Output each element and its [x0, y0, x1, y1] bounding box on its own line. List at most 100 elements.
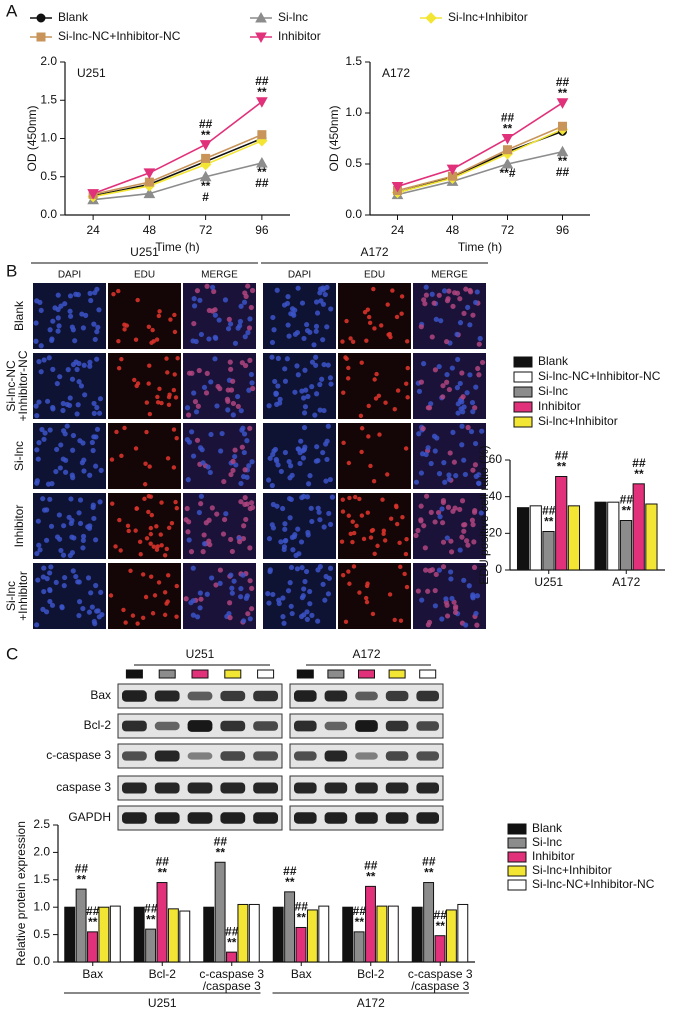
nucleus: [448, 576, 454, 582]
nucleus: [241, 618, 247, 624]
nucleus: [76, 510, 82, 516]
nucleus: [69, 376, 76, 382]
nucleus: [382, 538, 388, 543]
nucleus: [36, 359, 42, 365]
nucleus: [344, 318, 349, 324]
nucleus: [185, 412, 192, 418]
nucleus: [219, 430, 225, 437]
nucleus: [362, 309, 368, 315]
nucleus: [288, 603, 294, 609]
nucleus: [436, 567, 442, 573]
nucleus: [320, 337, 326, 343]
nucleus: [94, 608, 100, 614]
nucleus: [185, 477, 191, 483]
nucleus: [455, 356, 461, 363]
nucleus: [364, 599, 370, 605]
nucleus: [313, 323, 320, 330]
band: [187, 812, 213, 824]
nucleus: [322, 291, 328, 298]
nucleus: [87, 363, 93, 369]
nucleus: [47, 587, 53, 594]
nucleus: [370, 527, 376, 533]
nucleus: [267, 568, 273, 575]
panel-label: A: [6, 1, 18, 20]
nucleus: [399, 294, 405, 299]
bar: [87, 931, 98, 963]
nucleus: [416, 431, 422, 437]
nucleus: [274, 458, 280, 464]
nucleus: [377, 432, 382, 437]
nucleus: [241, 299, 248, 305]
nucleus: [343, 355, 348, 360]
point: [255, 11, 267, 23]
series-line: [397, 128, 563, 194]
nucleus: [444, 371, 450, 378]
nucleus: [248, 371, 255, 378]
band: [355, 812, 378, 824]
nucleus: [439, 616, 445, 622]
nucleus: [164, 356, 169, 361]
significance-mark: ##: [156, 855, 170, 869]
nucleus: [147, 411, 153, 417]
nucleus: [307, 473, 313, 479]
point: [143, 168, 156, 179]
nucleus: [425, 405, 431, 411]
nucleus: [283, 537, 289, 544]
nucleus: [98, 467, 104, 473]
nucleus: [64, 401, 70, 408]
nucleus: [191, 390, 197, 396]
nucleus: [304, 616, 310, 622]
point: [199, 170, 212, 182]
y-tick-label: 0.5: [345, 156, 362, 170]
nucleus: [159, 543, 164, 548]
nucleus: [459, 423, 465, 429]
nucleus: [385, 472, 390, 477]
cell-image: [338, 563, 411, 629]
bar: [179, 910, 191, 963]
nucleus: [148, 525, 154, 531]
bar: [353, 931, 365, 963]
band: [220, 782, 246, 794]
nucleus: [374, 371, 379, 377]
nucleus: [82, 392, 88, 398]
nucleus: [238, 499, 244, 505]
nucleus: [249, 606, 255, 612]
nucleus: [142, 496, 147, 502]
bar: [434, 935, 446, 963]
nucleus: [325, 423, 331, 429]
lane-swatch: [419, 669, 437, 679]
y-tick-label: 1.0: [345, 105, 362, 119]
nucleus: [459, 534, 465, 540]
nucleus: [74, 366, 80, 373]
nucleus: [304, 327, 311, 334]
point: [257, 130, 267, 140]
nucleus: [147, 363, 152, 368]
x-tick-label: A172: [612, 575, 640, 589]
nucleus: [300, 455, 307, 461]
significance-mark: ##: [214, 834, 228, 848]
nucleus: [140, 615, 146, 621]
bar: [411, 906, 423, 963]
nucleus: [421, 523, 427, 529]
nucleus: [303, 568, 310, 575]
nucleus: [474, 593, 481, 599]
nucleus: [444, 602, 450, 608]
nucleus: [92, 336, 98, 343]
band: [154, 812, 180, 824]
nucleus: [212, 356, 218, 362]
band: [294, 720, 317, 732]
nucleus: [418, 324, 424, 330]
nucleus: [146, 509, 151, 515]
nucleus: [49, 336, 55, 342]
nucleus: [366, 314, 372, 320]
nucleus: [165, 573, 171, 578]
nucleus: [234, 393, 241, 400]
band: [253, 812, 278, 824]
nucleus: [119, 356, 124, 362]
nucleus: [317, 407, 323, 413]
significance-mark: **: [201, 128, 211, 142]
nucleus: [36, 440, 42, 446]
nucleus: [350, 539, 355, 545]
nucleus: [354, 523, 359, 529]
significance-mark: **: [366, 870, 376, 884]
